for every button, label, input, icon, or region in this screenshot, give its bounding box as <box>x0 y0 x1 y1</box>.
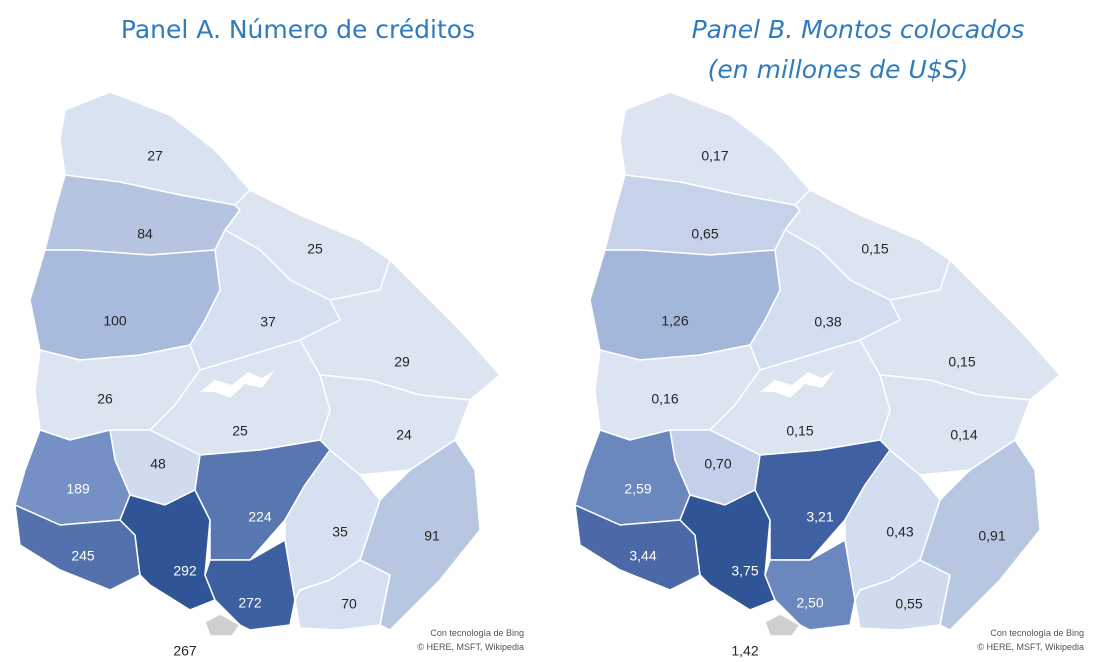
region-label: 0,70 <box>704 456 731 472</box>
region-label: 3,75 <box>731 563 758 579</box>
region-label: 0,15 <box>948 354 975 370</box>
region-label: 24 <box>396 427 412 443</box>
region-label: 3,21 <box>806 509 833 525</box>
region-label: 1,42 <box>731 643 758 659</box>
region-label: 37 <box>260 314 276 330</box>
region-label: 2,59 <box>624 481 651 497</box>
department <box>574 429 691 526</box>
region-label: 0,91 <box>978 528 1005 544</box>
region-label: 0,55 <box>895 596 922 612</box>
department <box>204 613 241 637</box>
attribution: Con tecnología de Bing <box>990 628 1084 638</box>
region-label: 0,14 <box>950 427 977 443</box>
region-label: 0,17 <box>701 148 728 164</box>
region-label: 0,15 <box>786 423 813 439</box>
department <box>919 439 1041 631</box>
region-label: 224 <box>248 509 272 525</box>
panel-title: (en millones de U$S) <box>708 55 969 84</box>
department <box>14 429 131 526</box>
region-label: 0,38 <box>814 314 841 330</box>
region-label: 0,16 <box>651 391 678 407</box>
region-label: 245 <box>71 548 95 564</box>
department <box>359 439 481 631</box>
department <box>764 613 801 637</box>
department <box>589 249 781 361</box>
region-label: 2,50 <box>796 595 823 611</box>
attribution: © HERE, MSFT, Wikipedia <box>977 642 1084 652</box>
map-panel: 0,17 0,65 0,15 0,38 1,26 0,16 0,15 0,15 0,14 0,70… <box>574 91 1084 659</box>
region-label: 70 <box>341 596 357 612</box>
region-label: 267 <box>173 643 197 659</box>
region-label: 100 <box>103 313 127 329</box>
region-label: 1,26 <box>661 313 688 329</box>
region-label: 0,65 <box>691 226 718 242</box>
region-label: 189 <box>66 481 90 497</box>
reservoir <box>760 370 835 398</box>
attribution: Con tecnología de Bing <box>430 628 524 638</box>
region-label: 27 <box>147 148 163 164</box>
region-label: 29 <box>394 354 410 370</box>
department <box>204 539 296 631</box>
region-label: 0,43 <box>886 524 913 540</box>
map-panel: 27 84 25 37 100 26 29 25 24 48 189 245 292 224 272 267 3… <box>14 91 524 659</box>
region-label: 84 <box>137 226 153 242</box>
region-label: 3,44 <box>629 548 656 564</box>
region-label: 292 <box>173 563 197 579</box>
panel-title: Panel A. Número de créditos <box>121 15 475 44</box>
region-label: 26 <box>97 391 113 407</box>
region-label: 91 <box>424 528 440 544</box>
department <box>29 249 221 361</box>
region-label: 25 <box>307 241 323 257</box>
region-label: 272 <box>238 595 262 611</box>
attribution: © HERE, MSFT, Wikipedia <box>417 642 524 652</box>
region-label: 25 <box>232 423 248 439</box>
region-label: 35 <box>332 524 348 540</box>
region-label: 0,15 <box>861 241 888 257</box>
panel-title: Panel B. Montos colocados <box>692 15 1025 44</box>
region-label: 48 <box>150 456 166 472</box>
reservoir <box>200 370 275 398</box>
department <box>764 539 856 631</box>
